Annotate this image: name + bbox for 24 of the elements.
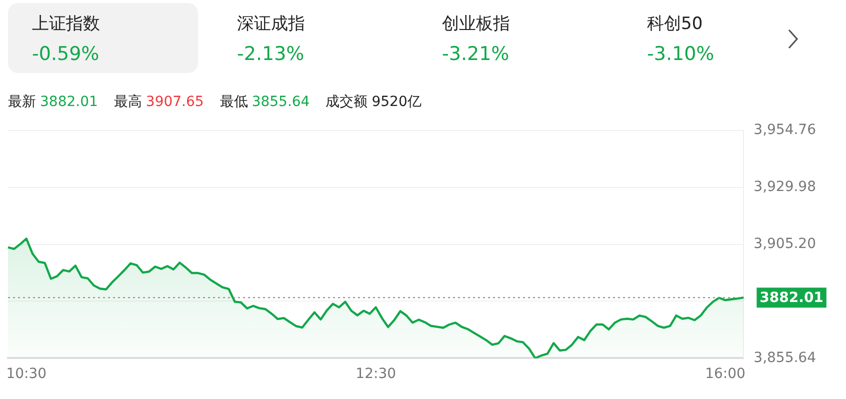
- text: -3.21%: [442, 43, 510, 65]
- x-tick-label: 10:30: [6, 366, 47, 382]
- text: 成交额: [326, 94, 368, 110]
- text: 科创50: [647, 13, 703, 35]
- text: 最高: [114, 94, 142, 110]
- x-tick-label: 12:30: [356, 366, 396, 382]
- x-tick-label: 16:00: [705, 366, 746, 382]
- text: 3855.64: [252, 94, 310, 110]
- text: -3.10%: [647, 43, 714, 65]
- text: 上证指数: [32, 13, 100, 35]
- text: 最低: [220, 94, 248, 110]
- text: 9520亿: [372, 94, 422, 110]
- text: -0.59%: [32, 43, 100, 65]
- text: 3907.65: [146, 94, 204, 110]
- y-tick-label: 3,855.64: [754, 350, 816, 366]
- text: 创业板指: [442, 13, 510, 35]
- y-tick-label: 3,954.76: [754, 122, 816, 138]
- text: 3882.01: [40, 94, 98, 110]
- y-tick-label: 3,929.98: [754, 178, 816, 195]
- text: 深证成指: [237, 13, 305, 35]
- text: 最新: [8, 94, 36, 110]
- ref-line-label: 3882.01: [760, 290, 824, 306]
- y-tick-label: 3,905.20: [754, 236, 816, 252]
- text: -2.13%: [237, 43, 304, 65]
